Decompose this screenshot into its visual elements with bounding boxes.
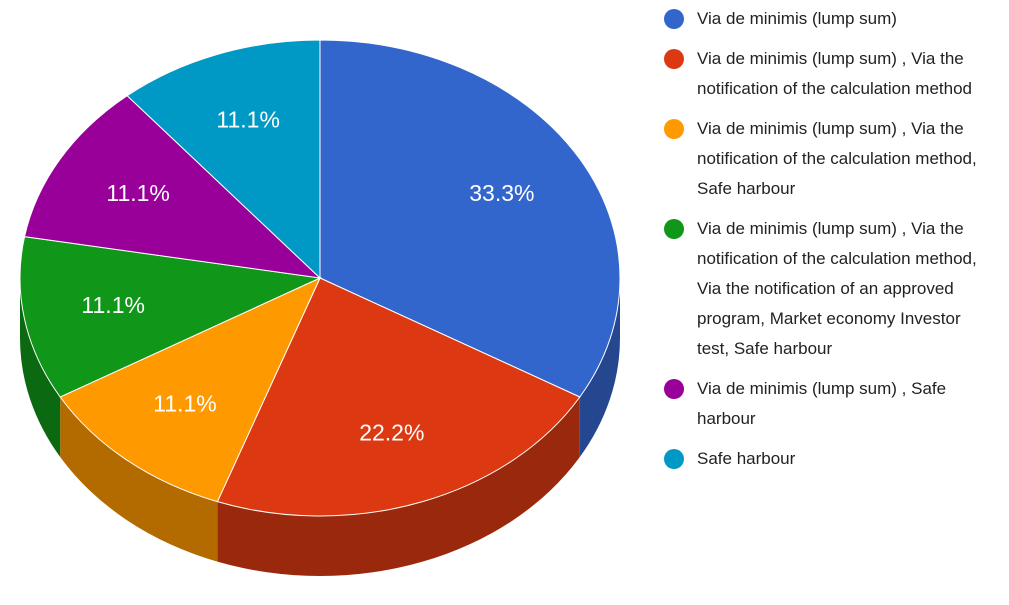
legend-item: Via de minimis (lump sum) , Via the noti…	[664, 214, 1004, 364]
pie-area: 33.3% 22.2% 11.1% 11.1% 11.1% 11.1%	[19, 39, 621, 577]
legend-marker	[664, 119, 684, 139]
legend-marker	[664, 9, 684, 29]
data-label: 11.1%	[153, 391, 217, 417]
legend-item: Via de minimis (lump sum)	[664, 4, 1004, 34]
legend-item: Safe harbour	[664, 444, 1004, 474]
legend-marker	[664, 449, 684, 469]
legend-label: Via de minimis (lump sum) , Via the noti…	[697, 49, 973, 98]
slice-side	[579, 278, 620, 457]
slice	[216, 277, 581, 517]
data-label: 11.1%	[216, 107, 280, 133]
legend: Via de minimis (lump sum) Via de minimis …	[664, 4, 1004, 484]
slice	[319, 39, 621, 398]
legend-label: Via de minimis (lump sum)	[697, 9, 897, 28]
legend-label: Safe harbour	[697, 449, 796, 468]
legend-item: Via de minimis (lump sum) , Via the noti…	[664, 114, 1004, 204]
legend-label: Via de minimis (lump sum) , Via the noti…	[697, 219, 977, 358]
legend-label: Via de minimis (lump sum) , Via the noti…	[697, 119, 977, 198]
slice	[23, 95, 322, 279]
legend-item: Via de minimis (lump sum) , Via the noti…	[664, 44, 1004, 104]
data-label: 33.3%	[469, 180, 534, 206]
legend-label: Via de minimis (lump sum) , Safe harbour	[697, 379, 947, 428]
legend-marker	[664, 49, 684, 69]
data-label: 22.2%	[359, 420, 424, 446]
slice	[126, 39, 321, 280]
legend-marker	[664, 219, 684, 239]
legend-item: Via de minimis (lump sum) , Safe harbour	[664, 374, 1004, 434]
slice-side	[217, 397, 580, 577]
slice	[59, 276, 322, 503]
data-label: 11.1%	[81, 292, 145, 318]
slice	[19, 236, 322, 398]
legend-marker	[664, 379, 684, 399]
data-label: 11.1%	[106, 180, 170, 206]
slice-side	[60, 397, 218, 562]
slice-side	[20, 278, 61, 457]
